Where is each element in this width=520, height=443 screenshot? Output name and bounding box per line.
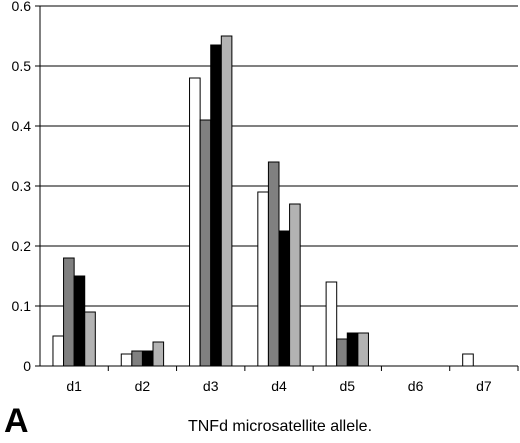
y-tick-label: 0.2 [12,238,32,254]
y-tick-label: 0.4 [12,118,32,134]
x-tick-label: d3 [203,378,219,394]
bar-d7-series-1 [462,353,474,367]
bar-d3-series-2 [199,119,212,367]
bar-d1-series-1 [52,335,65,367]
bar-d5-series-1 [325,281,338,367]
bar-d5-series-3 [346,332,359,367]
bar-d2-series-4 [152,341,165,367]
x-tick-label: d1 [66,378,82,394]
bar-d4-series-3 [278,230,291,367]
bar-d1-series-3 [73,275,86,367]
bar-d4-series-1 [257,191,269,367]
axes [39,6,518,367]
bar-d5-series-2 [336,338,348,367]
panel-letter: A [4,402,29,440]
x-axis-title: TNFd microsatellite allele. [187,418,373,435]
bar-d2-series-3 [141,350,154,367]
x-tick-label: d5 [339,378,355,394]
y-tick-label: 0.5 [12,58,32,74]
bar-d5-series-4 [357,332,369,367]
bar-d3-series-4 [220,35,233,367]
y-tick-label: 0 [23,358,31,374]
y-tick-label: 0.1 [12,298,32,314]
bar-d4-series-2 [267,161,280,367]
y-tick-label: 0.6 [12,0,32,14]
bar-d4-series-4 [289,203,301,367]
bar-d2-series-1 [120,353,133,367]
bar-d2-series-2 [131,350,143,367]
bar-d1-series-2 [63,257,75,367]
x-axis-ticks: d1 d2 d3 d4 d5 d6 d7 [66,366,519,394]
bars [52,35,474,367]
y-axis-ticks: 0 0.1 0.2 0.3 0.4 0.5 0.6 [12,0,40,374]
bar-d3-series-1 [189,77,201,367]
x-tick-label: d4 [271,378,287,394]
y-tick-label: 0.3 [12,178,32,194]
bar-d1-series-4 [84,311,96,367]
bar-d3-series-3 [210,44,222,367]
x-tick-label: d7 [476,378,492,394]
x-tick-label: d2 [135,378,151,394]
x-tick-label: d6 [408,378,424,394]
